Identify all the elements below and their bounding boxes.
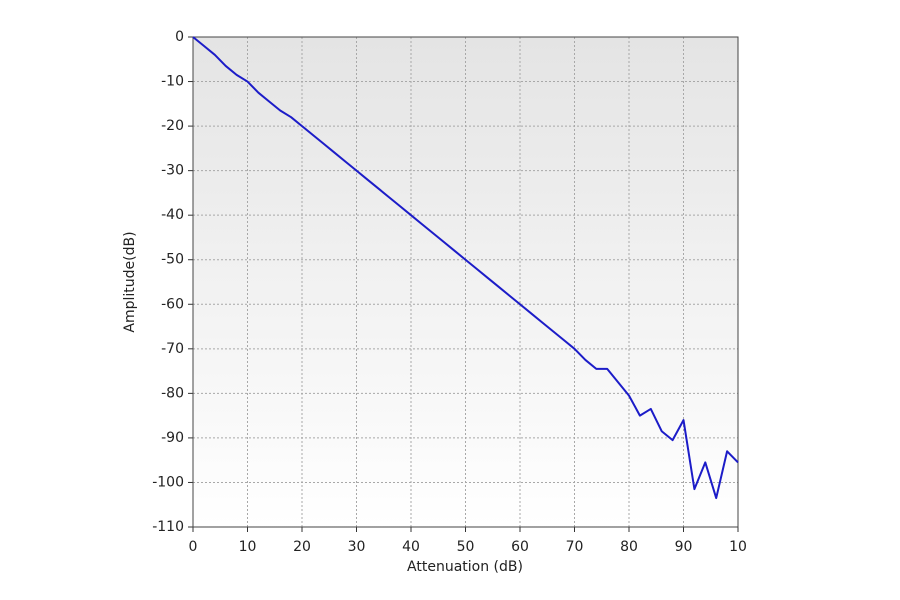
x-tick-label: 30: [348, 539, 366, 555]
y-axis-label: Amplitude(dB): [122, 231, 138, 332]
x-tick-label: 90: [675, 539, 693, 555]
x-axis-label: Attenuation (dB): [407, 559, 523, 575]
y-tick-label: -90: [161, 430, 184, 446]
y-tick-label: -80: [161, 385, 184, 401]
x-tick-label: 20: [293, 539, 311, 555]
y-tick-label: -10: [161, 74, 184, 90]
y-tick-label: -50: [161, 252, 184, 268]
y-tick-label: -60: [161, 296, 184, 312]
x-tick-label: 50: [457, 539, 475, 555]
x-tick-label: 40: [402, 539, 420, 555]
x-tick-label: 10: [239, 539, 257, 555]
y-tick-label: -40: [161, 207, 184, 223]
plot-frame: [192, 36, 739, 528]
x-tick-label: 0: [189, 539, 198, 555]
y-tick-label: -110: [152, 519, 184, 535]
y-tick-label: -20: [161, 118, 184, 134]
data-line: [192, 36, 739, 500]
x-tick-label: 10: [729, 539, 747, 555]
y-tick-label: -100: [152, 474, 184, 490]
x-tick-label: 70: [566, 539, 584, 555]
y-tick-label: -70: [161, 341, 184, 357]
y-tick-label: 0: [175, 29, 184, 45]
y-tick-label: -30: [161, 163, 184, 179]
x-tick-label: 60: [511, 539, 529, 555]
x-tick-label: 80: [620, 539, 638, 555]
